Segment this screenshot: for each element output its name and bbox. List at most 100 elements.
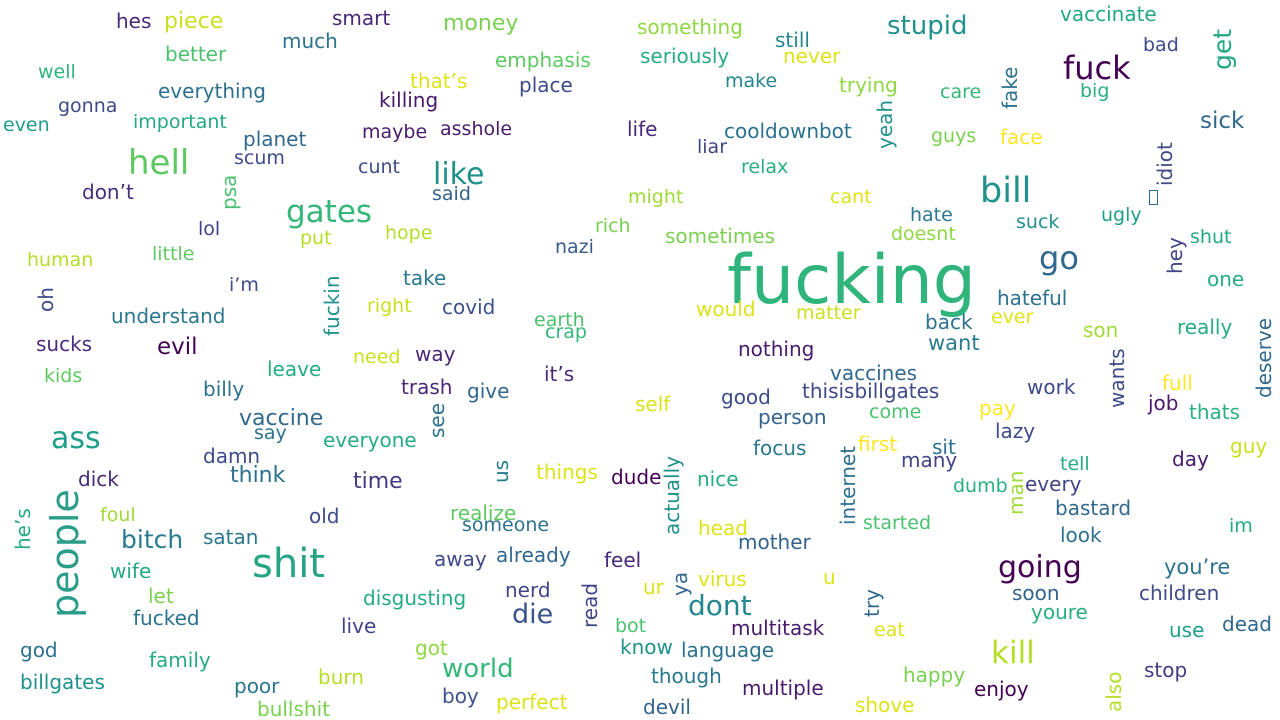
word: it’s — [544, 362, 575, 386]
word: ass — [51, 421, 101, 456]
word: seriously — [640, 44, 730, 68]
word: many — [901, 448, 958, 472]
word: still — [775, 28, 810, 52]
word: work — [1027, 375, 1076, 399]
word-vertical: fuckin — [320, 275, 344, 336]
word: billy — [203, 377, 245, 401]
word: hes — [116, 9, 152, 33]
word: soon — [1012, 581, 1060, 605]
word: rich — [595, 215, 631, 237]
word: maybe — [362, 121, 428, 143]
word: things — [536, 460, 598, 484]
word: dead — [1222, 612, 1272, 636]
word-vertical: psa — [217, 174, 241, 210]
word: say — [254, 422, 287, 444]
word: poor — [234, 674, 280, 698]
word: human — [27, 249, 94, 271]
word: vaccinate — [1060, 2, 1157, 26]
word: piece — [164, 9, 224, 34]
word: children — [1139, 581, 1220, 605]
word-vertical: oh — [34, 287, 58, 312]
word: satan — [203, 525, 259, 549]
word: already — [496, 543, 571, 567]
word: hateful — [997, 286, 1068, 310]
word: ever — [991, 306, 1034, 328]
word: little — [152, 243, 195, 265]
word: nazi — [555, 236, 594, 258]
word: gonna — [58, 95, 118, 117]
word: doesnt — [891, 223, 956, 245]
word: kids — [44, 365, 83, 387]
word: dumb — [953, 475, 1008, 497]
word-vertical: see — [425, 402, 449, 438]
word: use — [1169, 618, 1205, 642]
word: bot — [615, 615, 647, 637]
word: ugly — [1101, 204, 1142, 226]
word: day — [1172, 447, 1209, 471]
word: guy — [1230, 434, 1268, 458]
word: everything — [158, 79, 266, 103]
word-vertical: hey — [1163, 237, 1187, 274]
word: mother — [738, 530, 811, 554]
word: i’m — [229, 274, 259, 296]
word: big — [1080, 80, 1110, 102]
word: hell — [128, 143, 190, 183]
word: away — [434, 547, 487, 571]
word: one — [1207, 267, 1245, 291]
word: multitask — [731, 616, 825, 640]
missing-glyph-box — [1149, 190, 1158, 205]
word: hate — [910, 204, 953, 226]
word: asshole — [440, 118, 513, 140]
word: dick — [78, 467, 119, 491]
word: trying — [839, 73, 898, 97]
word: something — [637, 15, 743, 39]
word: said — [432, 183, 471, 205]
word: family — [149, 648, 211, 672]
word: nerd — [505, 578, 551, 602]
word: want — [928, 331, 980, 355]
word: bad — [1143, 34, 1179, 56]
word: tell — [1060, 453, 1090, 475]
word: thisisbillgates — [802, 379, 940, 403]
word: focus — [753, 436, 807, 460]
word: much — [282, 29, 338, 53]
word: everyone — [323, 428, 417, 452]
word-vertical: idiot — [1153, 142, 1177, 186]
word: god — [20, 638, 58, 662]
word: cant — [830, 186, 872, 208]
word: full — [1162, 371, 1193, 395]
word: devil — [643, 695, 691, 719]
word: first — [858, 432, 898, 456]
word: realize — [450, 501, 517, 525]
word: someone — [462, 514, 550, 536]
word: back — [925, 310, 973, 334]
word: shut — [1190, 226, 1232, 248]
word: matter — [796, 302, 861, 324]
word: stupid — [887, 11, 968, 41]
word: multiple — [742, 676, 824, 700]
word: smart — [332, 6, 391, 30]
word: sucks — [36, 332, 93, 356]
word: going — [998, 550, 1082, 585]
word: give — [467, 379, 510, 403]
word: need — [353, 346, 401, 368]
word: lol — [198, 218, 221, 240]
word: way — [415, 342, 456, 366]
word: got — [415, 636, 448, 660]
word-vertical: us — [489, 459, 513, 483]
word: fucked — [133, 606, 200, 630]
word: really — [1177, 315, 1233, 339]
word: go — [1039, 239, 1079, 277]
word: don’t — [82, 180, 134, 204]
word-vertical: fake — [998, 66, 1022, 109]
word: shit — [252, 541, 325, 587]
word: happy — [903, 663, 966, 687]
word-vertical: also — [1102, 671, 1126, 712]
word: cunt — [358, 156, 400, 178]
word-vertical: get — [1208, 28, 1237, 70]
word: scum — [234, 147, 285, 169]
word: vaccines — [830, 361, 918, 385]
word: right — [367, 295, 412, 317]
word: place — [519, 73, 573, 97]
